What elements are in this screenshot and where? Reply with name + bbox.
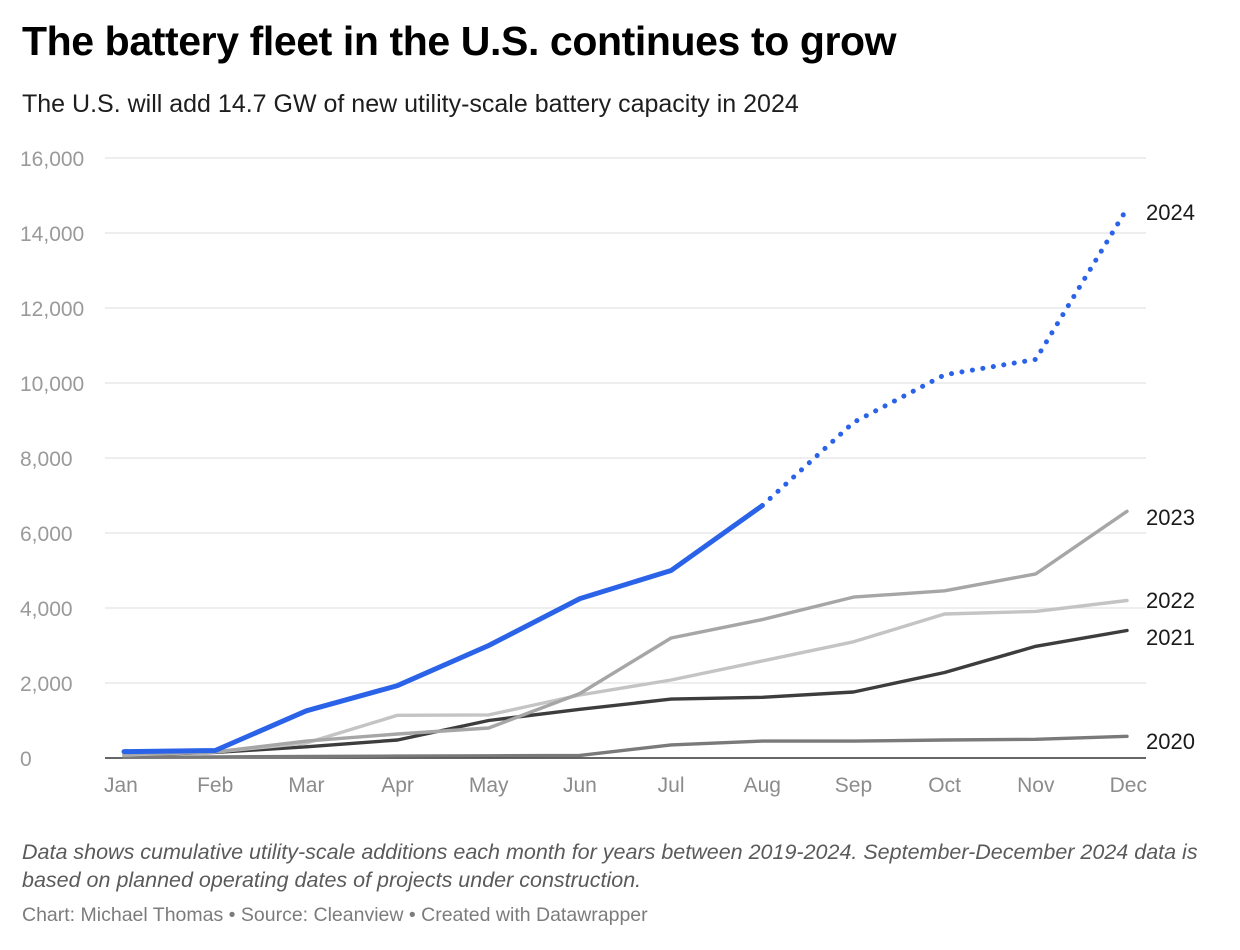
y-tick-label: 16,000	[20, 148, 84, 171]
series-line-2020	[122, 734, 1129, 759]
series-label-2023: 2023	[1146, 505, 1195, 530]
series-line-2024-actual	[121, 503, 765, 755]
y-axis-ticks: 0 2,000 4,000 6,000 8,000 10,000 12,000 14,000 1…	[20, 148, 84, 771]
footnote: Data shows cumulative utility-scale addi…	[22, 840, 1198, 892]
y-tick-label: 2,000	[20, 673, 73, 696]
x-tick-label: Mar	[288, 774, 324, 797]
x-axis-ticks: Jan Feb Mar Apr May Jun Jul Aug Sep Oct Nov Dec	[104, 774, 1147, 797]
y-tick-label: 12,000	[20, 298, 84, 321]
series-line-2021	[122, 628, 1129, 757]
chart-title: The battery fleet in the U.S. continues …	[22, 18, 897, 64]
series-line-2022	[122, 598, 1129, 757]
x-tick-label: Sep	[835, 774, 872, 797]
gridlines	[105, 157, 1146, 684]
y-tick-label: 10,000	[20, 373, 84, 396]
series-line-2023	[122, 509, 1129, 756]
series-label-2020: 2020	[1146, 729, 1195, 754]
x-tick-label: Apr	[381, 774, 414, 797]
x-tick-label: Jan	[104, 774, 138, 797]
series-label-2024: 2024	[1146, 200, 1195, 225]
y-tick-label: 8,000	[20, 448, 73, 471]
chart-subtitle: The U.S. will add 14.7 GW of new utility…	[22, 90, 799, 118]
x-tick-label: Dec	[1110, 774, 1147, 797]
x-tick-label: Jun	[563, 774, 597, 797]
y-tick-label: 14,000	[20, 223, 84, 246]
source-credit: Chart: Michael Thomas • Source: Cleanvie…	[22, 904, 648, 926]
series-labels: 2020 2021 2022 2023 2024	[1146, 200, 1195, 754]
x-tick-label: Jul	[658, 774, 685, 797]
x-tick-label: Feb	[197, 774, 233, 797]
y-tick-label: 6,000	[20, 523, 73, 546]
series-label-2021: 2021	[1146, 625, 1195, 650]
x-tick-label: Oct	[928, 774, 961, 797]
x-tick-label: May	[469, 774, 509, 797]
y-tick-label: 4,000	[20, 598, 73, 621]
y-tick-label: 0	[20, 748, 32, 771]
series-line-2024-planned	[759, 206, 1130, 509]
series-label-2022: 2022	[1146, 588, 1195, 613]
series-lines	[121, 206, 1130, 759]
line-chart: 0 2,000 4,000 6,000 8,000 10,000 12,000 14,000 1…	[20, 148, 1195, 797]
x-tick-label: Aug	[744, 774, 781, 797]
x-tick-label: Nov	[1017, 774, 1055, 797]
